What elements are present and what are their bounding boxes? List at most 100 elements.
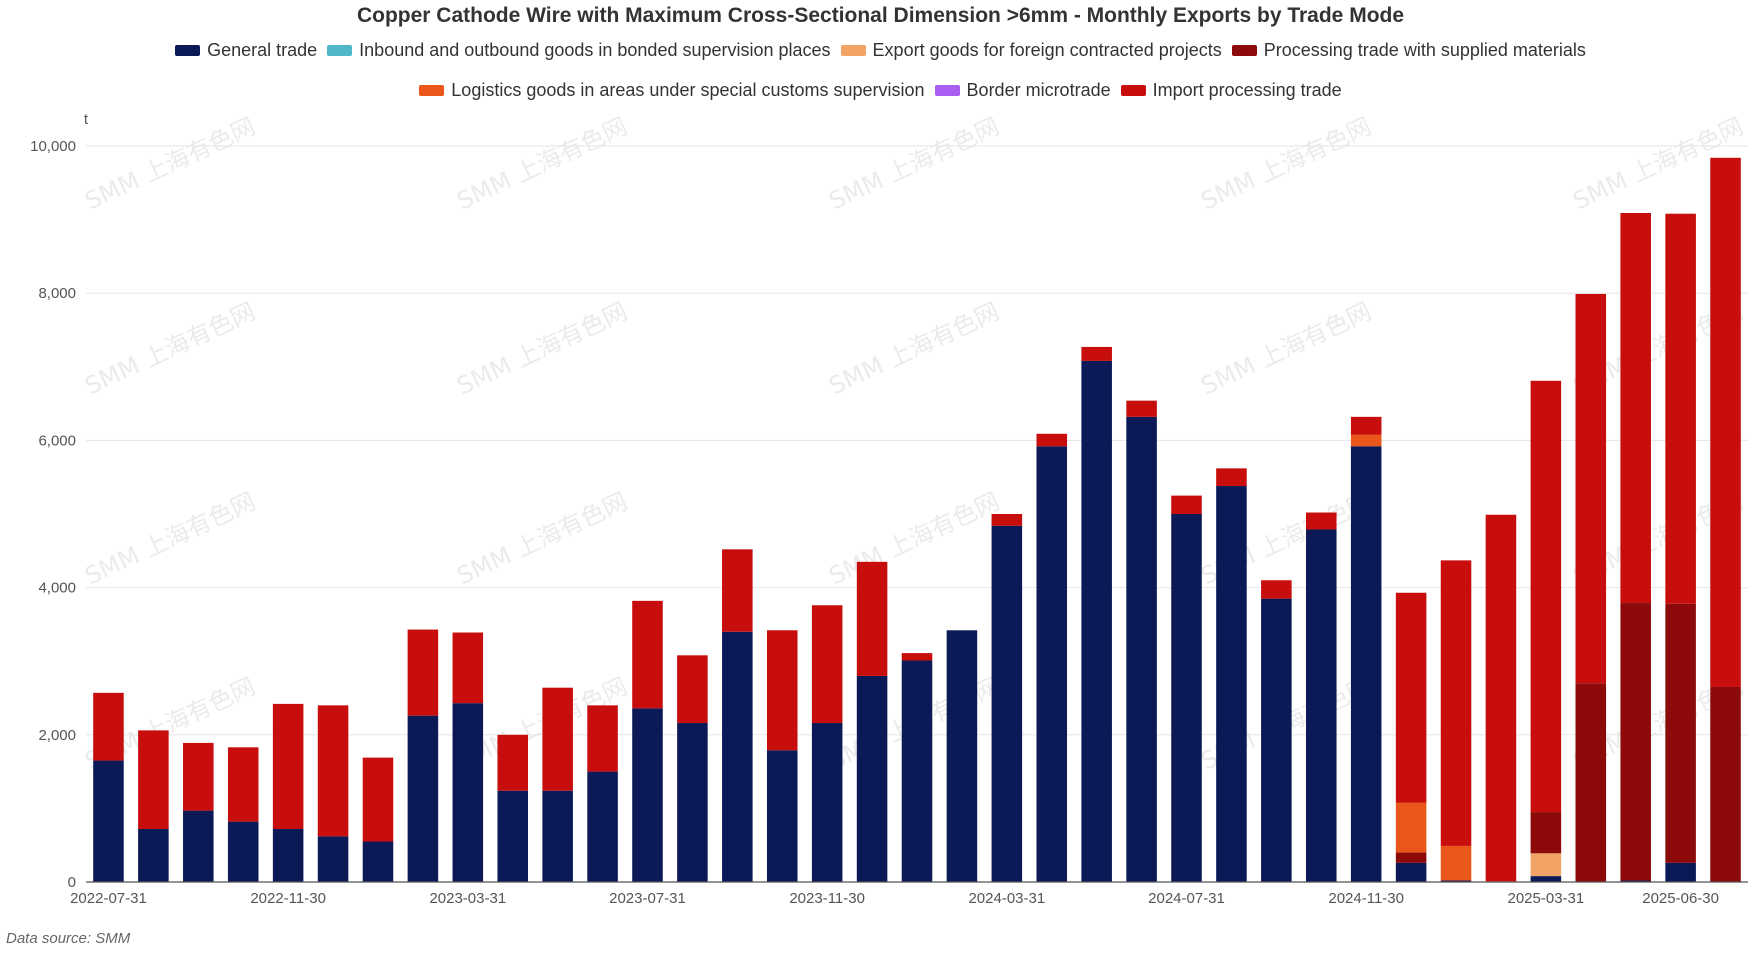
bar-segment-series-0-2023-11-30[interactable] bbox=[811, 723, 843, 882]
legend-label: Import processing trade bbox=[1152, 80, 1342, 100]
bar-segment-series-3-2025-06-30[interactable] bbox=[1665, 603, 1696, 863]
bar-segment-series-6-2024-08-31[interactable] bbox=[1216, 468, 1247, 487]
bar-segment-series-6-2023-01-31[interactable] bbox=[362, 757, 394, 842]
bar-segment-series-0-2023-08-31[interactable] bbox=[677, 723, 708, 882]
bar-segment-series-3-2025-07-31[interactable] bbox=[1710, 686, 1741, 882]
bar-segment-series-6-2023-02-28[interactable] bbox=[407, 629, 439, 716]
bar-segment-series-0-2025-06-30[interactable] bbox=[1665, 862, 1696, 882]
bar-segment-series-0-2023-12-31[interactable] bbox=[856, 675, 888, 882]
bar-segment-series-6-2025-06-30[interactable] bbox=[1665, 213, 1696, 604]
bar-segment-series-6-2023-07-31[interactable] bbox=[632, 600, 663, 709]
bar-segment-series-3-2025-03-31[interactable] bbox=[1530, 812, 1562, 854]
bar-segment-series-0-2025-03-31[interactable] bbox=[1530, 876, 1562, 882]
bar-segment-series-6-2024-06-30[interactable] bbox=[1126, 400, 1157, 417]
legend-swatch bbox=[175, 45, 201, 56]
legend-item-logistics-special-customs[interactable]: Logistics goods in areas under special c… bbox=[419, 80, 925, 101]
bar-segment-series-6-2024-10-31[interactable] bbox=[1305, 512, 1337, 530]
legend-swatch bbox=[934, 85, 960, 96]
bar-segment-series-6-2023-04-30[interactable] bbox=[497, 734, 529, 791]
bar-segment-series-6-2023-06-30[interactable] bbox=[587, 705, 618, 772]
bar-segment-series-6-2023-10-31[interactable] bbox=[766, 630, 798, 751]
bar-segment-series-0-2023-03-31[interactable] bbox=[452, 703, 484, 882]
legend-swatch bbox=[419, 85, 445, 96]
bar-segment-series-6-2022-10-31[interactable] bbox=[227, 747, 259, 822]
bar-segment-series-6-2024-11-30[interactable] bbox=[1350, 416, 1382, 435]
bar-segment-series-6-2025-03-31[interactable] bbox=[1530, 380, 1562, 813]
bar-segment-series-0-2024-02-29[interactable] bbox=[946, 630, 978, 882]
bar-segment-series-0-2022-09-30[interactable] bbox=[183, 810, 214, 882]
bar-segment-series-6-2025-07-31[interactable] bbox=[1710, 157, 1741, 687]
bar-segment-series-0-2024-01-31[interactable] bbox=[901, 660, 933, 882]
bar-segment-series-6-2023-08-31[interactable] bbox=[677, 655, 708, 724]
bar-segment-series-6-2022-07-31[interactable] bbox=[93, 692, 124, 761]
bar-segment-series-6-2024-01-31[interactable] bbox=[901, 653, 933, 661]
bar-segment-series-6-2025-04-30[interactable] bbox=[1575, 293, 1607, 684]
bar-segment-series-6-2025-02-28[interactable] bbox=[1485, 514, 1517, 882]
bar-segment-series-4-2024-11-30[interactable] bbox=[1350, 434, 1382, 447]
bar-segment-series-6-2024-03-31[interactable] bbox=[991, 514, 1023, 526]
y-tick-label: 10,000 bbox=[30, 138, 76, 155]
bar-segment-series-6-2023-05-31[interactable] bbox=[542, 687, 573, 791]
bar-segment-series-0-2022-10-31[interactable] bbox=[227, 821, 259, 882]
bar-segment-series-4-2025-01-31[interactable] bbox=[1440, 845, 1472, 881]
bar-segment-series-6-2022-09-30[interactable] bbox=[183, 742, 214, 811]
bar-segment-series-0-2024-03-31[interactable] bbox=[991, 525, 1023, 882]
bar-segment-series-6-2024-04-30[interactable] bbox=[1036, 433, 1068, 447]
legend-item-import-processing-trade[interactable]: Import processing trade bbox=[1120, 80, 1342, 101]
bar-segment-series-6-2024-07-31[interactable] bbox=[1171, 495, 1202, 514]
bar-segment-series-0-2024-04-30[interactable] bbox=[1036, 446, 1068, 882]
bar-segment-series-0-2023-09-30[interactable] bbox=[722, 631, 753, 882]
bar-segment-series-0-2022-12-31[interactable] bbox=[317, 836, 349, 882]
bar-segment-series-0-2025-05-31[interactable] bbox=[1620, 880, 1651, 882]
bar-segment-series-0-2024-09-30[interactable] bbox=[1261, 598, 1292, 882]
watermark-text: SMM 上海有色网 bbox=[453, 487, 632, 590]
bar-segment-series-0-2024-05-31[interactable] bbox=[1081, 360, 1112, 882]
bar-segment-series-0-2024-08-31[interactable] bbox=[1216, 486, 1247, 882]
bar-segment-series-6-2022-08-31[interactable] bbox=[138, 730, 169, 830]
legend-item-processing-supplied-materials[interactable]: Processing trade with supplied materials bbox=[1231, 40, 1586, 61]
legend-row-1: General trade Inbound and outbound goods… bbox=[0, 40, 1761, 61]
legend-swatch bbox=[1231, 45, 1257, 56]
bar-segment-series-0-2023-01-31[interactable] bbox=[362, 841, 394, 882]
bar-segment-series-0-2023-04-30[interactable] bbox=[497, 790, 529, 882]
bar-segment-series-0-2023-06-30[interactable] bbox=[587, 771, 618, 882]
bar-segment-series-6-2024-12-31[interactable] bbox=[1395, 592, 1427, 803]
bar-segment-series-0-2022-07-31[interactable] bbox=[93, 760, 124, 882]
legend-label: Processing trade with supplied materials bbox=[1263, 40, 1586, 60]
y-tick-label: 4,000 bbox=[38, 580, 76, 597]
bar-segment-series-0-2022-11-30[interactable] bbox=[272, 829, 304, 882]
bar-segment-series-3-2025-05-31[interactable] bbox=[1620, 603, 1651, 881]
bar-segment-series-0-2023-02-28[interactable] bbox=[407, 715, 439, 882]
bar-segment-series-0-2022-08-31[interactable] bbox=[138, 829, 169, 882]
bar-segment-series-4-2024-12-31[interactable] bbox=[1395, 802, 1427, 853]
bar-segment-series-3-2025-04-30[interactable] bbox=[1575, 683, 1607, 882]
bar-segment-series-6-2023-03-31[interactable] bbox=[452, 632, 484, 704]
bar-segment-series-3-2024-12-31[interactable] bbox=[1395, 852, 1427, 863]
bar-segment-series-0-2023-10-31[interactable] bbox=[766, 750, 798, 882]
bar-segment-series-6-2023-12-31[interactable] bbox=[856, 561, 888, 676]
bar-segment-series-6-2025-01-31[interactable] bbox=[1440, 560, 1472, 846]
bar-segment-series-6-2022-12-31[interactable] bbox=[317, 705, 349, 837]
bar-segment-series-0-2025-01-31[interactable] bbox=[1440, 880, 1472, 882]
bar-segment-series-6-2023-11-30[interactable] bbox=[811, 605, 843, 724]
bar-segment-series-0-2024-07-31[interactable] bbox=[1171, 514, 1202, 882]
bar-segment-series-0-2024-11-30[interactable] bbox=[1350, 446, 1382, 882]
y-axis: 0 2,000 4,000 6,000 8,000 10,000 t bbox=[30, 111, 89, 891]
bar-segment-series-0-2024-10-31[interactable] bbox=[1305, 529, 1337, 882]
watermark-text: SMM 上海有色网 bbox=[1197, 112, 1376, 215]
bar-segment-series-0-2023-07-31[interactable] bbox=[632, 708, 663, 882]
legend-item-border-microtrade[interactable]: Border microtrade bbox=[934, 80, 1111, 101]
bar-segment-series-0-2024-12-31[interactable] bbox=[1395, 862, 1427, 882]
bar-segment-series-0-2024-06-30[interactable] bbox=[1126, 416, 1157, 882]
legend-item-general-trade[interactable]: General trade bbox=[175, 40, 317, 61]
bar-segment-series-6-2022-11-30[interactable] bbox=[272, 703, 304, 830]
bar-segment-series-0-2023-05-31[interactable] bbox=[542, 790, 573, 882]
bar-segment-series-6-2024-05-31[interactable] bbox=[1081, 346, 1112, 361]
bar-segment-series-6-2023-09-30[interactable] bbox=[722, 549, 753, 632]
bar-segment-series-6-2025-05-31[interactable] bbox=[1620, 212, 1651, 604]
gridlines bbox=[86, 145, 1748, 736]
legend-item-foreign-contracted-projects[interactable]: Export goods for foreign contracted proj… bbox=[840, 40, 1222, 61]
bar-segment-series-2-2025-03-31[interactable] bbox=[1530, 853, 1562, 877]
bar-segment-series-6-2024-09-30[interactable] bbox=[1261, 580, 1292, 599]
legend-item-bonded-supervision[interactable]: Inbound and outbound goods in bonded sup… bbox=[327, 40, 831, 61]
